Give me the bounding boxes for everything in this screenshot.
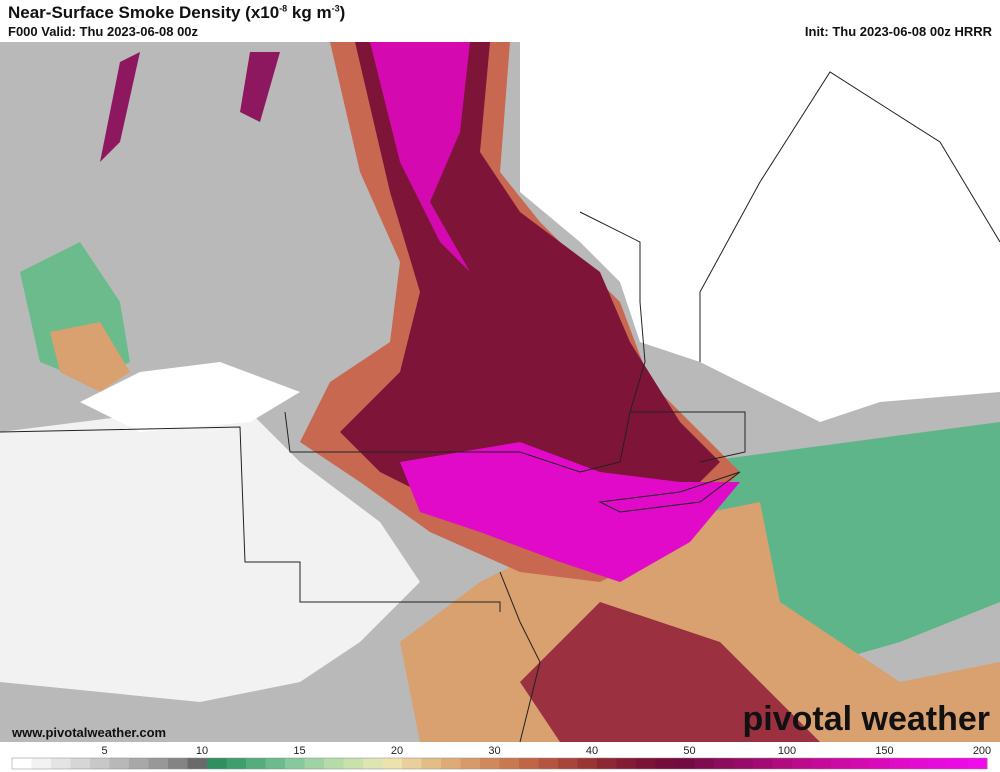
colorbar-swatch — [636, 758, 656, 769]
colorbar-swatch — [928, 758, 949, 769]
colorbar-swatch — [265, 758, 286, 769]
colorbar-swatch — [12, 758, 32, 769]
colorbar-frame — [11, 757, 988, 770]
state-border — [630, 411, 746, 463]
title-sup: -8 — [279, 3, 288, 14]
smoke-magenta — [400, 442, 740, 582]
colorbar-swatch — [499, 758, 520, 769]
colorbar-swatch — [616, 758, 637, 769]
colorbar-swatch — [694, 758, 715, 769]
colorbar-label: 15 — [293, 745, 305, 757]
colorbar-swatch — [889, 758, 910, 769]
map: www.pivotalweather.com pivotal weather — [0, 42, 1000, 742]
colorbar-swatch — [772, 758, 793, 769]
colorbar-label: 100 — [778, 745, 796, 757]
colorbar-swatch — [753, 758, 773, 769]
colorbar-swatch — [285, 758, 305, 769]
colorbar-swatch — [967, 758, 988, 769]
colorbar-swatch — [850, 758, 871, 769]
state-border — [699, 71, 1000, 362]
colorbar-swatch — [714, 758, 734, 769]
colorbar-swatch — [168, 758, 188, 769]
colorbar-swatch — [480, 758, 500, 769]
colorbar-swatch — [811, 758, 832, 769]
colorbar-label: 40 — [586, 745, 598, 757]
title: Near-Surface Smoke Density (x10-8 kg m-3… — [8, 3, 345, 23]
colorbar-swatch — [519, 758, 539, 769]
colorbar-swatch — [226, 758, 247, 769]
colorbar-swatch — [343, 758, 364, 769]
clear-region — [0, 402, 420, 702]
colorbar-swatch — [577, 758, 598, 769]
title-text: Near-Surface Smoke Density (x10 — [8, 3, 280, 22]
title-sup: -3 — [331, 3, 340, 14]
clear-region — [520, 42, 1000, 422]
title-text: ) — [339, 3, 346, 22]
colorbar-swatch — [324, 758, 344, 769]
state-border — [0, 426, 501, 612]
colorbar-swatch — [207, 758, 227, 769]
colorbar-swatch — [831, 758, 851, 769]
colorbar-swatch — [70, 758, 91, 769]
colorbar-label: 200 — [973, 745, 991, 757]
website: www.pivotalweather.com — [11, 725, 166, 740]
coastline — [499, 571, 541, 742]
colorbar-swatch — [538, 758, 559, 769]
colorbar-swatch — [109, 758, 130, 769]
colorbar-label: 150 — [875, 745, 893, 757]
smoke-red — [520, 602, 820, 742]
colorbar-swatch — [558, 758, 578, 769]
colorbar-swatch — [90, 758, 110, 769]
colorbar-swatch — [304, 758, 325, 769]
colorbar-swatch — [421, 758, 442, 769]
title-text: kg m — [287, 3, 332, 22]
colorbar-swatch — [460, 758, 481, 769]
colorbar-swatch — [870, 758, 890, 769]
colorbar-swatch — [187, 758, 208, 769]
colorbar-swatch — [655, 758, 676, 769]
boundaries — [0, 71, 1000, 742]
smoke-magenta — [370, 42, 470, 272]
colorbar-label: 50 — [683, 745, 695, 757]
smoke-streak — [100, 52, 280, 162]
colorbar-label: 30 — [488, 745, 500, 757]
colorbar-swatch — [909, 758, 929, 769]
colorbar-label: 20 — [391, 745, 403, 757]
colorbar-swatch — [441, 758, 461, 769]
colorbar-label: 5 — [101, 745, 107, 757]
init-time: Init: Thu 2023-06-08 00z HRRR — [804, 24, 992, 39]
colorbar-swatch — [129, 758, 149, 769]
colorbar-swatch — [597, 758, 617, 769]
colorbar-swatch — [733, 758, 754, 769]
colorbar: 5 10 15 20 30 40 50 100 150 200 — [11, 745, 991, 770]
colorbar-swatch — [148, 758, 169, 769]
logo: pivotal weather — [742, 700, 990, 738]
colorbar-swatch — [363, 758, 383, 769]
lake — [80, 362, 300, 432]
colorbar-swatch — [31, 758, 52, 769]
state-border — [284, 211, 646, 473]
colorbar-swatch — [51, 758, 71, 769]
valid-time: F000 Valid: Thu 2023-06-08 00z — [8, 24, 199, 39]
colorbar-swatch — [402, 758, 422, 769]
colorbar-swatch — [675, 758, 695, 769]
colorbar-swatch — [948, 758, 968, 769]
colorbar-swatch — [382, 758, 403, 769]
smoke-orange — [50, 322, 130, 392]
coastline — [598, 471, 741, 513]
colorbar-swatch — [792, 758, 812, 769]
colorbar-label: 10 — [196, 745, 208, 757]
colorbar-swatch — [246, 758, 266, 769]
